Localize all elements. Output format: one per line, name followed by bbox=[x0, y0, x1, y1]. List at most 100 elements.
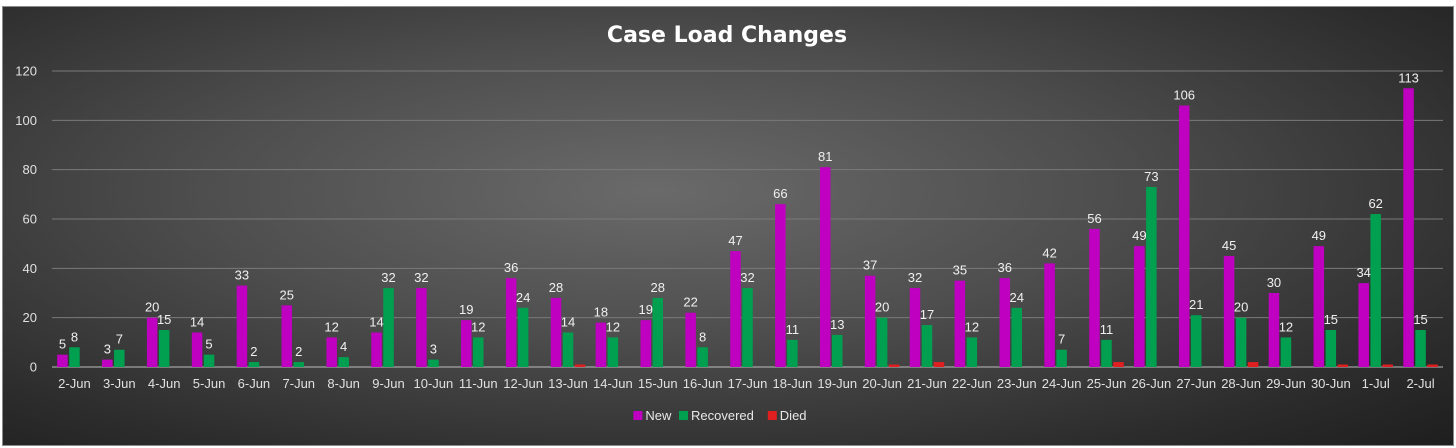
data-label-new: 47 bbox=[728, 233, 742, 248]
x-axis: 2-Jun 3-Jun 4-Jun 5-Jun 6-Jun 7-Jun 8-Jun 9-Jun… bbox=[58, 376, 1435, 391]
legend-swatch-died bbox=[767, 411, 777, 420]
data-label-new: 3 bbox=[104, 342, 111, 357]
bar-new bbox=[146, 317, 158, 367]
data-label-recovered: 17 bbox=[920, 307, 934, 322]
data-label-recovered: 73 bbox=[1144, 169, 1158, 184]
data-label-new: 19 bbox=[459, 302, 473, 317]
data-label-recovered: 12 bbox=[471, 319, 485, 334]
x-tick-label: 9-Jun bbox=[372, 376, 405, 391]
bar-died bbox=[1337, 364, 1349, 367]
data-label-new: 56 bbox=[1087, 211, 1101, 226]
bar-new bbox=[1313, 246, 1325, 367]
data-label-new: 32 bbox=[414, 270, 428, 285]
bar-recovered bbox=[652, 297, 664, 367]
y-tick-label: 40 bbox=[23, 261, 37, 276]
x-tick-label: 2-Jul bbox=[1406, 376, 1434, 391]
bar-new bbox=[416, 288, 427, 367]
x-tick-label: 23-Jun bbox=[997, 376, 1037, 391]
data-label-recovered: 8 bbox=[699, 329, 706, 344]
bar-recovered bbox=[1235, 317, 1247, 367]
data-label-new: 5 bbox=[59, 337, 66, 352]
x-tick-label: 24-Jun bbox=[1042, 376, 1082, 391]
bar-died bbox=[1382, 364, 1393, 367]
data-label-new: 36 bbox=[997, 260, 1011, 275]
bar-recovered bbox=[1101, 339, 1112, 367]
y-tick-label: 80 bbox=[23, 162, 37, 177]
x-tick-label: 13-Jun bbox=[548, 376, 588, 391]
bar-recovered bbox=[69, 347, 80, 367]
bar-recovered bbox=[1190, 315, 1202, 367]
x-tick-label: 11-Jun bbox=[459, 376, 498, 391]
data-label-recovered: 12 bbox=[1279, 319, 1293, 334]
legend-swatch-recovered bbox=[679, 411, 688, 420]
data-label-recovered: 7 bbox=[1058, 332, 1065, 347]
y-tick-label: 0 bbox=[30, 360, 37, 375]
x-tick-label: 25-Jun bbox=[1087, 376, 1127, 391]
bar-new bbox=[461, 320, 472, 367]
x-tick-label: 15-Jun bbox=[638, 376, 678, 391]
bar-died bbox=[888, 364, 900, 367]
bar-new bbox=[909, 288, 921, 367]
legend-swatch-new bbox=[633, 411, 643, 420]
data-label-new: 37 bbox=[863, 258, 877, 273]
bar-died bbox=[1427, 364, 1438, 367]
bar-died bbox=[574, 364, 586, 367]
legend: New Recovered Died bbox=[633, 408, 807, 423]
data-label-new: 35 bbox=[953, 263, 967, 278]
bar-recovered bbox=[562, 332, 574, 367]
data-label-new: 66 bbox=[773, 186, 787, 201]
bar-recovered bbox=[876, 317, 888, 367]
x-tick-label: 4-Jun bbox=[148, 376, 181, 391]
bar-new bbox=[371, 332, 382, 367]
bar-new bbox=[1268, 293, 1280, 367]
bar-new bbox=[281, 305, 293, 367]
x-tick-label: 27-Jun bbox=[1176, 376, 1216, 391]
data-label-recovered: 28 bbox=[651, 280, 665, 295]
bar-new bbox=[999, 278, 1010, 367]
x-tick-label: 3-Jun bbox=[103, 376, 136, 391]
legend-label-new: New bbox=[645, 408, 672, 423]
legend-label-recovered: Recovered bbox=[691, 408, 754, 423]
bar-new bbox=[1178, 105, 1190, 367]
chart-area bbox=[2, 6, 1454, 446]
bar-recovered bbox=[338, 357, 349, 367]
sheet-top-strip bbox=[0, 0, 1456, 6]
data-label-recovered: 8 bbox=[71, 329, 78, 344]
x-tick-label: 19-Jun bbox=[817, 376, 857, 391]
x-tick-label: 20-Jun bbox=[862, 376, 902, 391]
data-label-recovered: 12 bbox=[606, 319, 620, 334]
bar-new bbox=[775, 204, 786, 367]
data-label-recovered: 62 bbox=[1368, 196, 1382, 211]
data-label-new: 12 bbox=[324, 319, 338, 334]
data-label-recovered: 15 bbox=[1324, 312, 1338, 327]
x-tick-label: 26-Jun bbox=[1131, 376, 1171, 391]
data-label-new: 20 bbox=[145, 300, 159, 315]
bar-new bbox=[102, 359, 113, 367]
data-label-new: 49 bbox=[1132, 228, 1146, 243]
bar-recovered bbox=[831, 334, 843, 367]
x-tick-label: 10-Jun bbox=[414, 376, 454, 391]
data-label-recovered: 13 bbox=[830, 317, 844, 332]
bar-new bbox=[550, 297, 562, 367]
bar-recovered bbox=[473, 337, 484, 367]
bar-new bbox=[819, 167, 831, 367]
bar-new bbox=[1223, 256, 1235, 367]
bar-recovered bbox=[517, 307, 529, 367]
data-label-recovered: 24 bbox=[1009, 290, 1023, 305]
bar-recovered bbox=[293, 362, 305, 367]
y-tick-label: 120 bbox=[15, 64, 37, 79]
bar-new bbox=[640, 320, 652, 367]
data-label-recovered: 11 bbox=[786, 322, 800, 337]
x-tick-label: 14-Jun bbox=[593, 376, 633, 391]
data-label-new: 14 bbox=[190, 314, 204, 329]
data-label-new: 33 bbox=[235, 268, 249, 283]
data-label-new: 106 bbox=[1173, 88, 1195, 103]
bar-recovered bbox=[607, 337, 619, 367]
bar-recovered bbox=[428, 359, 439, 367]
bar-recovered bbox=[158, 330, 170, 367]
bar-recovered bbox=[248, 362, 260, 367]
bar-recovered bbox=[1146, 186, 1157, 367]
x-tick-label: 5-Jun bbox=[193, 376, 226, 391]
bar-died bbox=[933, 362, 945, 367]
